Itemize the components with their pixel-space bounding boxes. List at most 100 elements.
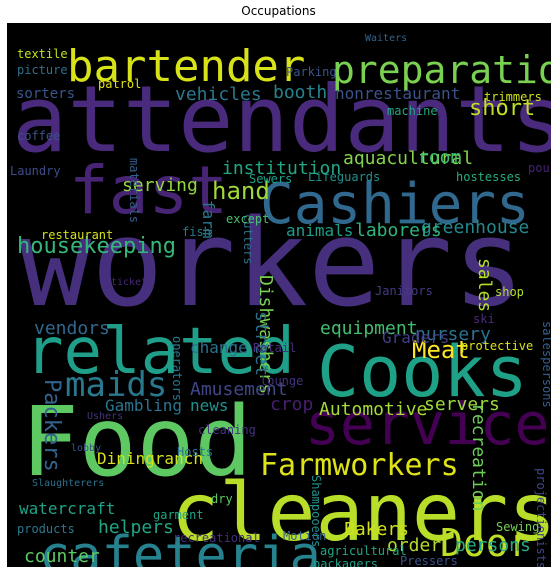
cloud-word: materials xyxy=(127,158,141,223)
cloud-word: Food xyxy=(21,386,252,498)
cloud-word: cleaners xyxy=(171,466,551,559)
cloud-word: recreational xyxy=(173,531,260,545)
cloud-word: garment xyxy=(153,508,204,522)
cloud-word: sorters xyxy=(16,86,75,102)
cloud-word: projectionists xyxy=(534,468,548,567)
cloud-word: poultry xyxy=(528,161,551,175)
cloud-word: Dishwashers xyxy=(255,275,276,394)
cloud-word: Pressers xyxy=(400,554,458,567)
word-cloud: workers attendants Food cleaners Cooks relate… xyxy=(7,23,551,567)
cloud-word: street xyxy=(251,311,272,376)
cloud-word: workers xyxy=(19,195,525,334)
cloud-word: watercraft xyxy=(19,499,115,518)
cloud-word: nonrestaurant xyxy=(335,84,460,103)
cloud-word: textile xyxy=(17,47,68,61)
cloud-word: servers xyxy=(424,394,500,415)
cloud-word: agricultural xyxy=(320,544,407,558)
cloud-word: operators xyxy=(170,336,184,401)
cloud-word: ticket xyxy=(111,277,147,288)
cloud-word: Graders xyxy=(382,328,449,347)
cloud-word: Laundry xyxy=(10,164,61,178)
cloud-word: short xyxy=(469,96,535,121)
cloud-word: Farmworkers xyxy=(260,448,459,483)
cloud-word: Meat xyxy=(412,336,470,364)
cloud-word: cleaning xyxy=(198,423,256,437)
cloud-word: booth xyxy=(273,82,327,103)
cloud-word: Sewers xyxy=(249,172,292,186)
cloud-word: vendors xyxy=(34,318,110,339)
cloud-word: lounge xyxy=(260,374,303,388)
cloud-word: counter xyxy=(24,546,100,567)
cloud-word: Gambling xyxy=(105,396,182,415)
cloud-word: Janitors xyxy=(375,284,433,298)
cloud-word: Cashiers xyxy=(260,172,530,237)
cloud-word: nursery xyxy=(415,324,491,345)
cloud-word: patrol xyxy=(98,77,141,91)
chart-title: Occupations xyxy=(241,4,316,18)
cloud-word: products xyxy=(17,522,75,536)
cloud-word: Hosts xyxy=(177,445,213,459)
cloud-word: Retail xyxy=(253,341,296,355)
cloud-word: room xyxy=(418,147,461,168)
cloud-word: ski xyxy=(473,312,495,326)
cloud-word: Slaughterers xyxy=(32,478,104,489)
cloud-word: Packers xyxy=(39,379,64,472)
cloud-word: farm xyxy=(199,200,218,239)
cloud-word: vehicles xyxy=(175,84,262,105)
cloud-word: crop xyxy=(270,394,313,415)
cloud-word: restaurant xyxy=(41,228,113,242)
cloud-word: change xyxy=(190,338,248,357)
cloud-word: hostesses xyxy=(456,170,521,184)
cloud-word: serving xyxy=(122,175,198,196)
cloud-word: news xyxy=(190,396,229,415)
cloud-word: cafeteria xyxy=(39,526,321,567)
cloud-word: Motion xyxy=(283,529,326,543)
cloud-word: aquacultural xyxy=(343,148,473,169)
cloud-word: sales xyxy=(474,258,495,312)
cloud-word: packagers xyxy=(313,557,378,567)
cloud-word: lobby xyxy=(71,443,101,454)
cloud-word: recreation xyxy=(468,403,489,511)
cloud-word: service xyxy=(305,390,549,458)
cloud-word: institution xyxy=(222,158,341,179)
cloud-word: hand xyxy=(212,177,270,205)
cloud-word: animals xyxy=(286,221,353,240)
cloud-word: coffee xyxy=(17,129,60,143)
cloud-word: dry xyxy=(211,492,233,506)
cloud-word: except xyxy=(226,212,269,226)
cloud-word: fast xyxy=(69,152,228,229)
cloud-word: persons xyxy=(455,535,531,556)
cloud-word: Sewing xyxy=(496,520,539,534)
cloud-word: Parking xyxy=(286,65,337,79)
cloud-word: cutters xyxy=(241,214,255,265)
cloud-word: order xyxy=(387,535,441,556)
cloud-word: bartender xyxy=(67,41,305,92)
cloud-word: Shampooers xyxy=(309,475,323,547)
cloud-word: Ushers xyxy=(87,411,123,422)
cloud-word: Automotive xyxy=(319,399,427,420)
cloud-word: Door xyxy=(440,521,532,565)
cloud-word: shop xyxy=(495,285,524,299)
cloud-word: maids xyxy=(65,365,167,405)
cloud-word: salespersons xyxy=(540,321,551,408)
cloud-word: attendants xyxy=(12,66,551,173)
cloud-word: helpers xyxy=(98,517,174,538)
cloud-word: Amusement xyxy=(190,379,288,400)
cloud-word: trimmers xyxy=(484,90,542,104)
cloud-word: machine xyxy=(387,104,438,118)
cloud-word: Diningranch xyxy=(97,449,203,468)
cloud-word: Lifeguards xyxy=(308,170,380,184)
cloud-word: Waiters xyxy=(365,33,407,44)
cloud-word: greenhouse xyxy=(421,217,529,238)
cloud-word: laborers xyxy=(355,220,442,241)
cloud-word: equipment xyxy=(320,318,418,339)
cloud-word: Bakers xyxy=(344,519,409,540)
cloud-word: fish xyxy=(182,225,211,239)
cloud-word: housekeeping xyxy=(17,234,176,259)
cloud-word: protective xyxy=(461,339,533,353)
cloud-word: preparation xyxy=(332,48,551,92)
cloud-word: related xyxy=(25,315,295,389)
cloud-word: Cooks xyxy=(317,331,528,413)
cloud-word: picture xyxy=(17,63,68,77)
